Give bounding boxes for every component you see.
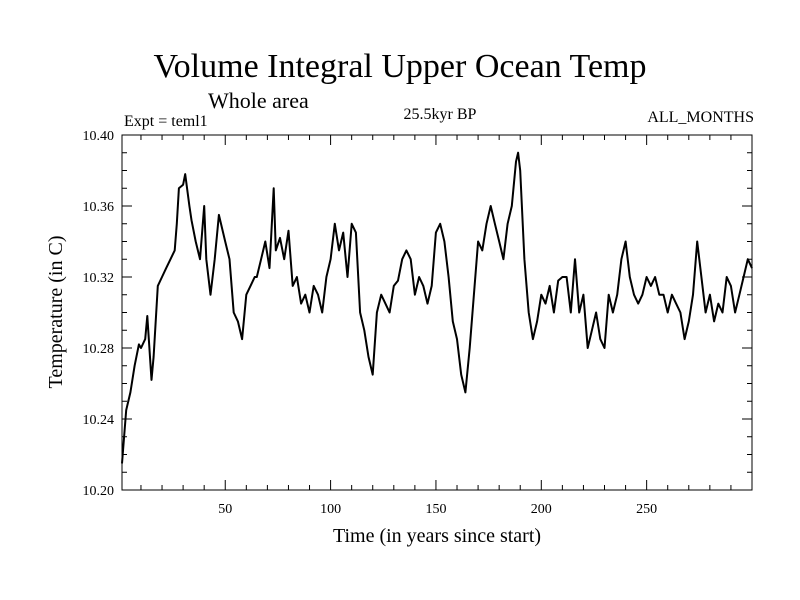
x-axis-label: Time (in years since start) bbox=[333, 525, 541, 547]
series-line-teml1 bbox=[121, 151, 753, 464]
y-tick-label: 10.28 bbox=[83, 342, 115, 357]
x-tick-label: 100 bbox=[320, 502, 341, 517]
axis-ticks bbox=[122, 134, 752, 491]
x-tick-label: 200 bbox=[531, 502, 552, 517]
experiment-label: Expt = teml1 bbox=[124, 113, 208, 130]
plot-frame bbox=[121, 134, 753, 491]
y-tick-label: 10.40 bbox=[83, 129, 115, 144]
y-axis-label: Temperature (in C) bbox=[45, 236, 67, 389]
y-tick-label: 10.20 bbox=[83, 484, 115, 499]
x-tick-labels: 50 100 150 200 250 bbox=[218, 502, 657, 517]
x-tick-label: 50 bbox=[218, 502, 232, 517]
x-tick-label: 250 bbox=[636, 502, 657, 517]
months-label: ALL_MONTHS bbox=[647, 109, 754, 126]
period-label: 25.5kyr BP bbox=[403, 106, 477, 123]
x-tick-label: 150 bbox=[425, 502, 446, 517]
chart-title: Volume Integral Upper Ocean Temp bbox=[153, 48, 647, 85]
y-tick-label: 10.24 bbox=[83, 413, 115, 428]
y-tick-label: 10.36 bbox=[83, 200, 115, 215]
chart-subtitle: Whole area bbox=[208, 88, 309, 113]
y-tick-labels: 10.20 10.24 10.28 10.32 10.36 10.40 bbox=[83, 129, 115, 499]
y-tick-label: 10.32 bbox=[83, 271, 115, 286]
